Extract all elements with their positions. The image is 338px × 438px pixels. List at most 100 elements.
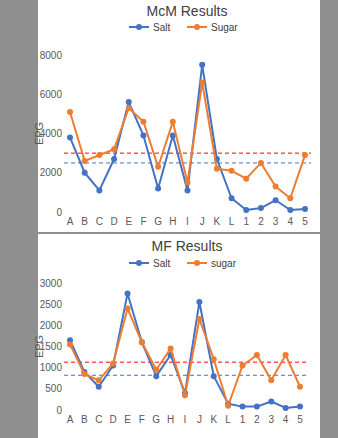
tick-mark [62, 346, 64, 347]
x-tick-label: 3 [273, 216, 279, 227]
data-point [111, 146, 117, 152]
data-point [302, 152, 308, 158]
x-tick-label: K [214, 216, 221, 227]
reference-line [64, 162, 311, 163]
legend-marker [136, 24, 142, 30]
y-tick-label: 0 [56, 405, 62, 416]
tick-mark [62, 212, 64, 213]
x-tick-label: 4 [288, 216, 294, 227]
data-point [196, 316, 202, 322]
data-point [297, 404, 303, 410]
legend-marker [194, 24, 200, 30]
data-point [96, 384, 102, 390]
x-tick-label: J [197, 414, 202, 425]
tick-mark [62, 367, 64, 368]
y-tick-label: 8000 [40, 50, 63, 61]
data-point [185, 187, 191, 193]
figure: McM ResultsSaltSugar02000400060008000EPG… [0, 0, 338, 438]
x-tick-label: K [210, 414, 217, 425]
data-point [225, 403, 231, 409]
y-axis-label: EPG [33, 335, 45, 358]
data-point [140, 119, 146, 125]
x-tick-label: A [67, 216, 74, 227]
y-tick-label: 1000 [40, 362, 63, 373]
x-tick-label: D [110, 414, 117, 425]
data-point [96, 187, 102, 193]
data-point [81, 371, 87, 377]
data-point [82, 170, 88, 176]
data-point [258, 205, 264, 211]
data-point [287, 195, 293, 201]
data-point [211, 356, 217, 362]
legend-label: Salt [153, 22, 170, 33]
title: MF Results [152, 238, 223, 254]
data-point [196, 299, 202, 305]
tick-mark [62, 55, 64, 56]
x-tick-label: D [110, 216, 117, 227]
x-tick-label: F [140, 216, 146, 227]
data-point [168, 346, 174, 352]
x-tick-label: B [81, 414, 88, 425]
x-tick-label: E [125, 216, 132, 227]
data-point [82, 158, 88, 164]
tick-mark [62, 388, 64, 389]
series-line [70, 65, 305, 210]
x-tick-label: A [67, 414, 74, 425]
tick-mark [62, 325, 64, 326]
x-tick-label: 1 [240, 414, 246, 425]
x-tick-label: C [95, 414, 102, 425]
x-tick-label: G [154, 216, 162, 227]
data-point [140, 132, 146, 138]
chart: MF ResultsSaltsugar050010001500200025003… [33, 234, 320, 438]
data-point [273, 183, 279, 189]
data-point [155, 164, 161, 170]
data-point [139, 339, 145, 345]
title: McM Results [147, 3, 228, 19]
data-point [283, 405, 289, 411]
tick-mark [62, 304, 64, 305]
data-point [243, 207, 249, 213]
x-tick-label: H [169, 216, 176, 227]
data-point [153, 367, 159, 373]
x-tick-label: I [186, 216, 189, 227]
plot-area [64, 291, 306, 411]
data-point [126, 105, 132, 111]
legend-item: Salt [129, 258, 170, 269]
legend-marker [194, 260, 200, 266]
legend-label: sugar [211, 258, 237, 269]
y-tick-label: 0 [56, 207, 62, 218]
data-point [182, 392, 188, 398]
x-tick-label: C [96, 216, 103, 227]
y-tick-label: 2000 [40, 167, 63, 178]
data-point [258, 160, 264, 166]
data-point [111, 156, 117, 162]
data-point [153, 373, 159, 379]
x-tick-label: J [200, 216, 205, 227]
tick-mark [62, 283, 64, 284]
data-point [287, 207, 293, 213]
data-point [67, 341, 73, 347]
tick-mark [62, 410, 64, 411]
y-tick-label: 2000 [40, 320, 63, 331]
data-point [283, 352, 289, 358]
legend-item: Salt [129, 22, 170, 33]
data-point [302, 206, 308, 212]
x-tick-label: B [81, 216, 88, 227]
series-line [70, 294, 300, 408]
data-point [199, 62, 205, 68]
data-point [170, 119, 176, 125]
data-point [67, 109, 73, 115]
plot-area [64, 62, 311, 213]
y-tick-label: 2500 [40, 299, 63, 310]
x-tick-label: L [225, 414, 231, 425]
series-line [70, 82, 305, 198]
data-point [126, 99, 132, 105]
x-tick-label: H [167, 414, 174, 425]
data-point [268, 377, 274, 383]
data-point [297, 384, 303, 390]
data-point [110, 360, 116, 366]
tick-mark [62, 133, 64, 134]
data-point [240, 363, 246, 369]
x-tick-label: F [139, 414, 145, 425]
data-point [229, 195, 235, 201]
